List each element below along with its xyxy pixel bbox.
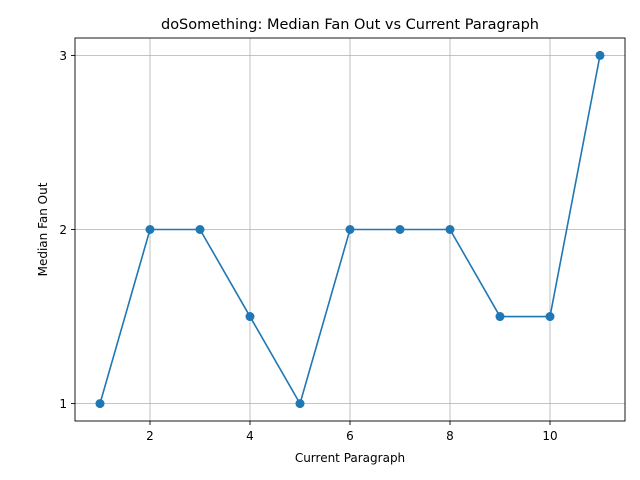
data-point — [545, 312, 555, 322]
y-axis-label: Median Fan Out — [36, 182, 50, 276]
plot-frame — [74, 37, 626, 422]
x-tick-label: 2 — [146, 429, 154, 443]
x-tick-label: 8 — [446, 429, 454, 443]
data-point — [195, 225, 205, 234]
axis-ticks — [71, 54, 551, 425]
data-point — [395, 225, 405, 234]
data-points — [95, 50, 605, 409]
data-point — [295, 399, 305, 409]
x-tick-label: 6 — [346, 429, 354, 443]
chart-title: doSomething: Median Fan Out vs Current P… — [161, 17, 539, 33]
x-tick-label: 4 — [246, 429, 254, 443]
data-point — [145, 225, 155, 234]
y-tick-label: 2 — [59, 223, 67, 237]
data-point — [345, 225, 355, 234]
x-tick-label: 10 — [542, 429, 557, 443]
data-point — [95, 399, 105, 409]
y-tick-label: 3 — [59, 49, 67, 63]
data-point — [495, 312, 505, 322]
data-point — [595, 50, 605, 60]
x-axis-label: Current Paragraph — [295, 451, 405, 465]
data-point — [445, 225, 455, 234]
data-point — [245, 312, 255, 322]
y-tick-label: 1 — [59, 397, 67, 411]
